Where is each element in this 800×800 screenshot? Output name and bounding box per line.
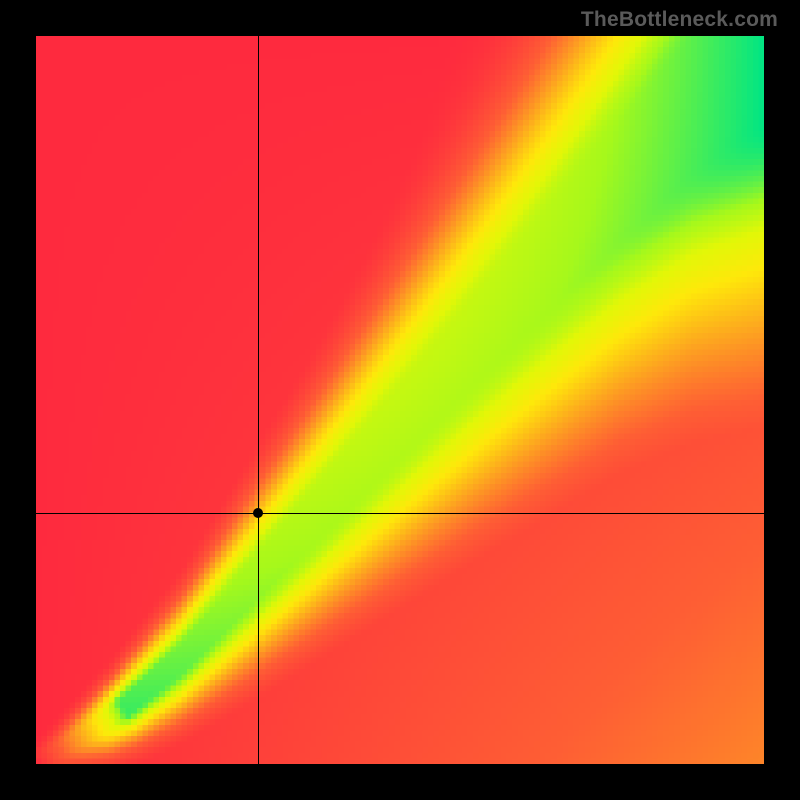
crosshair-horizontal	[36, 513, 764, 514]
heatmap-plot	[36, 36, 764, 764]
crosshair-vertical	[258, 36, 259, 764]
heatmap-canvas	[36, 36, 764, 764]
watermark: TheBottleneck.com	[581, 8, 778, 32]
crosshair-marker	[253, 508, 263, 518]
